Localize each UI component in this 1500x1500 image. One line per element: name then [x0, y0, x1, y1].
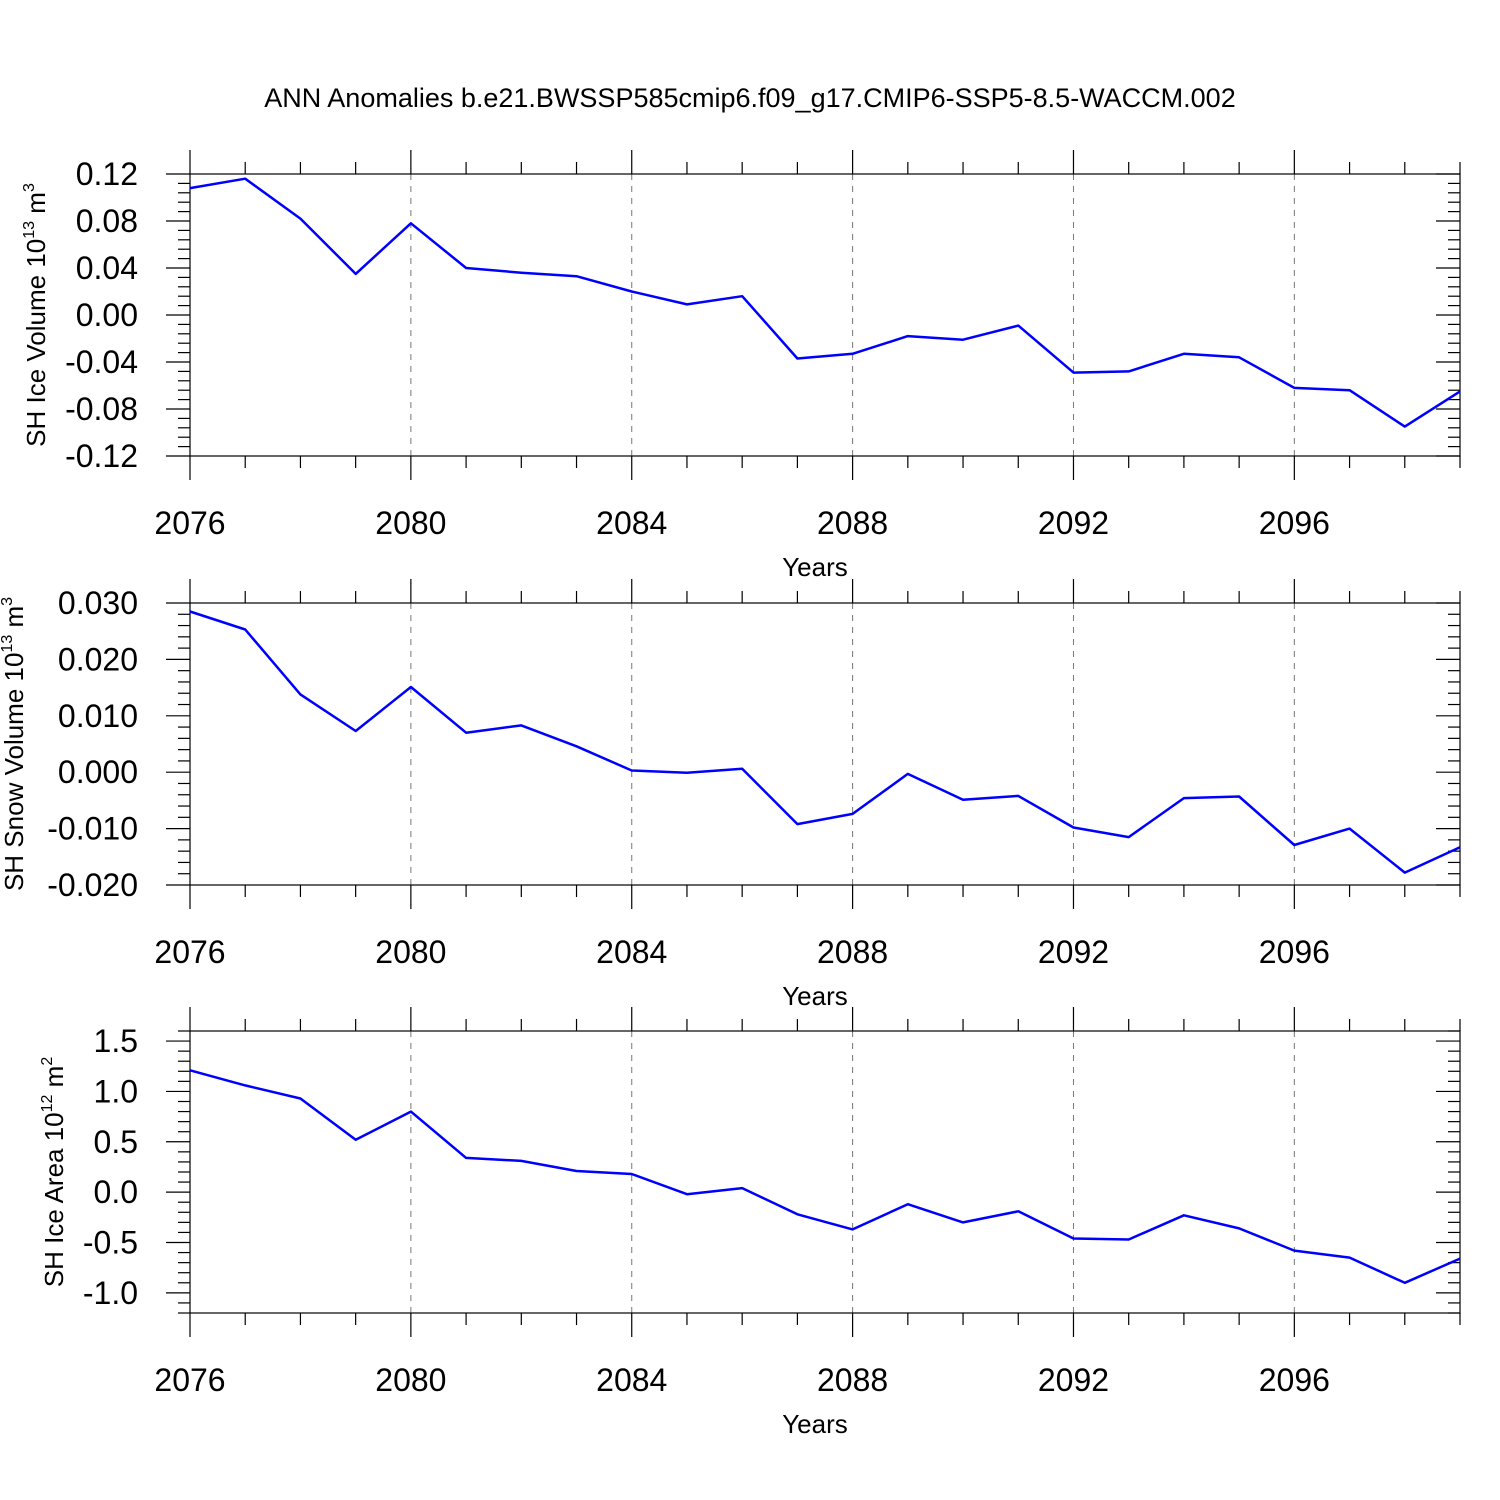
- y-tick-label: 0.5: [94, 1124, 138, 1160]
- plot-frame: [189, 1030, 1461, 1314]
- y-axis-label-unit: m: [39, 1066, 69, 1095]
- y-axis-label-text: SH Ice Volume 10: [21, 239, 51, 447]
- x-tick-label: 2088: [817, 1362, 888, 1398]
- y-tick-label: 1.5: [94, 1023, 138, 1059]
- y-tick-label: -0.020: [47, 867, 138, 903]
- x-tick-label: 2080: [375, 1362, 446, 1398]
- x-axis-label: Years: [782, 981, 848, 1011]
- y-tick-label: -0.12: [65, 438, 138, 474]
- y-axis-label-exponent: 12: [39, 1094, 56, 1112]
- x-tick-label: 2084: [596, 505, 667, 541]
- plot-frame: [189, 173, 1461, 457]
- y-axis-label: SH Snow Volume 1013 m3: [0, 597, 29, 891]
- x-tick-label: 2080: [375, 934, 446, 970]
- y-axis-label-exponent: 13: [21, 221, 38, 239]
- y-tick-label: 0.000: [58, 754, 138, 790]
- y-tick-label: 0.030: [58, 585, 138, 621]
- y-axis-label-exponent: 13: [0, 635, 16, 653]
- y-axis-label-text: SH Ice Area 10: [39, 1112, 69, 1287]
- y-tick-label: 0.08: [76, 203, 138, 239]
- x-tick-label: 2084: [596, 1362, 667, 1398]
- x-tick-label: 2076: [154, 934, 225, 970]
- x-tick-label: 2096: [1259, 1362, 1330, 1398]
- x-tick-label: 2092: [1038, 934, 1109, 970]
- y-axis-label-unit-exponent: 3: [21, 183, 38, 192]
- figure-title: ANN Anomalies b.e21.BWSSP585cmip6.f09_g1…: [264, 83, 1236, 113]
- y-tick-label: 0.00: [76, 297, 138, 333]
- x-tick-label: 2092: [1038, 1362, 1109, 1398]
- y-axis-label-unit: m: [21, 192, 51, 221]
- x-tick-label: 2096: [1259, 934, 1330, 970]
- series-line: [189, 610, 1461, 874]
- x-axis-label: Years: [782, 552, 848, 582]
- y-tick-label: -0.04: [65, 344, 138, 380]
- y-axis-label-unit-exponent: 3: [0, 597, 16, 606]
- panel-snow-volume: 2076 2080 2084 2088 2092 2096 Years 0.030 0.020 0…: [0, 579, 1461, 1011]
- x-tick-label: 2096: [1259, 505, 1330, 541]
- y-tick-label: 0.0: [94, 1174, 138, 1210]
- x-tick-label: 2084: [596, 934, 667, 970]
- y-tick-label: -1.0: [83, 1275, 138, 1311]
- series-line: [189, 1069, 1461, 1285]
- panel-ice-area: 2076 2080 2084 2088 2092 2096 Years 1.5 1.0 0.5 0.…: [39, 1007, 1461, 1439]
- y-tick-label: 0.020: [58, 641, 138, 677]
- y-tick-label: 0.12: [76, 156, 138, 192]
- x-tick-label: 2088: [817, 934, 888, 970]
- y-axis-label-text: SH Snow Volume 10: [0, 653, 29, 891]
- y-tick-label: 1.0: [94, 1073, 138, 1109]
- y-axis-label-unit-exponent: 2: [39, 1057, 56, 1066]
- y-tick-label: -0.5: [83, 1225, 138, 1261]
- x-tick-label: 2080: [375, 505, 446, 541]
- y-tick-label: -0.010: [47, 811, 138, 847]
- y-axis-label: SH Ice Area 1012 m2: [39, 1057, 69, 1288]
- panel-ice-volume: 2076 2080 2084 2088 2092 2096 Years 0.12 0.08 0.0…: [21, 150, 1461, 582]
- y-axis-label-unit: m: [0, 606, 29, 635]
- x-tick-label: 2076: [154, 505, 225, 541]
- y-axis-label: SH Ice Volume 1013 m3: [21, 183, 51, 447]
- y-tick-label: -0.08: [65, 391, 138, 427]
- series-line: [189, 177, 1461, 428]
- y-tick-label: 0.010: [58, 698, 138, 734]
- x-tick-label: 2076: [154, 1362, 225, 1398]
- y-tick-label: 0.04: [76, 250, 138, 286]
- x-axis-label: Years: [782, 1409, 848, 1439]
- plot-frame: [189, 602, 1461, 886]
- x-tick-label: 2088: [817, 505, 888, 541]
- x-tick-label: 2092: [1038, 505, 1109, 541]
